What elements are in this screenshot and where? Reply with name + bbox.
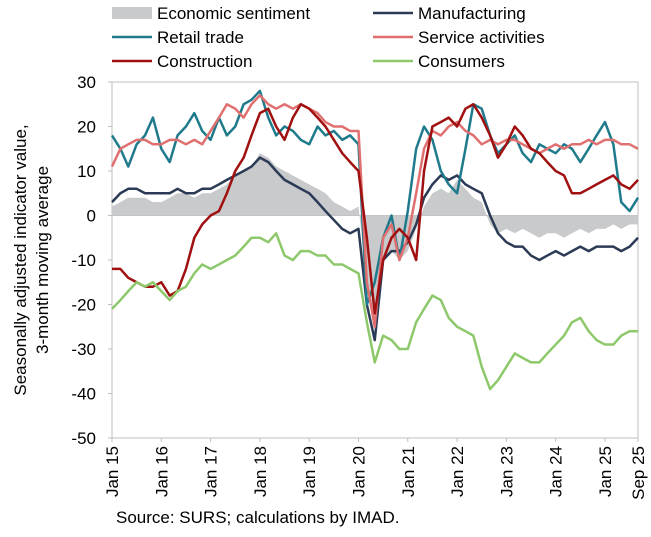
legend-swatch: [112, 7, 152, 19]
x-tick-label: Jan 15: [103, 446, 122, 497]
y-tick-label: 20: [77, 118, 96, 137]
x-tick-label: Jan 24: [547, 446, 566, 497]
area: [112, 153, 638, 327]
legend-label: Service activities: [418, 28, 545, 47]
y-tick-label: -50: [71, 429, 96, 448]
y-tick-label: 30: [77, 73, 96, 92]
x-tick-label: Jan 17: [202, 446, 221, 497]
line: [110, 89, 640, 306]
x-tick-label: Jan 25: [596, 446, 615, 497]
x-tick-label: Jan 22: [448, 446, 467, 497]
x-tick-label: Jan 16: [152, 446, 171, 497]
x-tick-label: Jan 20: [349, 446, 368, 497]
source-note: Source: SURS; calculations by IMAD.: [116, 508, 399, 527]
y-tick-label: -20: [71, 296, 96, 315]
y-tick-label: 10: [77, 162, 96, 181]
x-tick-label: Jan 19: [300, 446, 319, 497]
x-tick-label: Sep 25: [629, 446, 648, 500]
y-tick-label: -10: [71, 251, 96, 270]
y-axis-label: 3-month moving average: [33, 166, 52, 354]
y-axis-label: Seasonally adjusted indicator value,: [11, 124, 30, 395]
line: [112, 103, 639, 315]
legend-label: Economic sentiment: [157, 4, 310, 23]
x-tick-label: Jan 21: [399, 446, 418, 497]
y-tick-label: -30: [71, 340, 96, 359]
y-tick-label: -40: [71, 385, 96, 404]
legend-label: Retail trade: [157, 28, 244, 47]
line: [110, 94, 639, 328]
legend-label: Construction: [157, 52, 252, 71]
legend-label: Manufacturing: [418, 4, 526, 23]
x-tick-label: Jan 23: [497, 446, 516, 497]
x-tick-label: Jan 18: [251, 446, 270, 497]
line: [111, 232, 638, 391]
legend-label: Consumers: [418, 52, 505, 71]
line: [111, 156, 639, 342]
y-tick-label: 0: [87, 207, 96, 226]
